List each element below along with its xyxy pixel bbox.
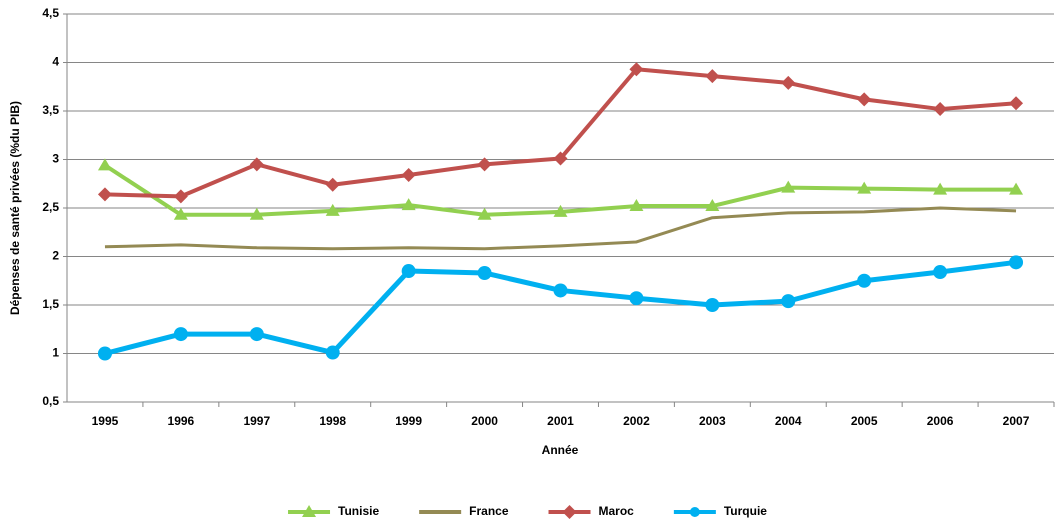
marker: [401, 198, 416, 211]
x-tick-label: 1996: [168, 414, 195, 428]
legend-label: Turquie: [724, 504, 767, 518]
x-tick-label: 2001: [547, 414, 574, 428]
marker: [857, 92, 872, 107]
marker: [1009, 182, 1024, 195]
x-tick-label: 1995: [92, 414, 119, 428]
x-axis-label: Année: [542, 443, 579, 457]
legend-marker: [562, 505, 577, 519]
marker: [933, 265, 948, 280]
x-tick-label: 2005: [851, 414, 878, 428]
x-tick-label: 2000: [471, 414, 498, 428]
marker: [781, 75, 796, 90]
marker: [97, 187, 112, 202]
marker: [933, 182, 948, 195]
marker: [325, 203, 340, 216]
marker: [857, 181, 872, 194]
marker: [325, 345, 340, 360]
marker: [401, 264, 416, 279]
marker: [173, 189, 188, 204]
y-tick-label: 3: [52, 152, 59, 166]
marker: [173, 207, 188, 220]
x-tick-label: 1998: [319, 414, 346, 428]
legend-marker: [302, 505, 317, 517]
legend-marker: [689, 507, 700, 517]
marker: [1009, 96, 1024, 111]
y-axis-label: Dépenses de santé privées (%du PIB): [8, 101, 22, 315]
marker: [553, 204, 568, 217]
x-tick-label: 2006: [927, 414, 954, 428]
x-tick-label: 1997: [243, 414, 270, 428]
series-line: [104, 206, 1017, 251]
marker: [705, 298, 720, 312]
marker: [173, 327, 188, 342]
marker: [857, 273, 872, 288]
marker: [401, 168, 416, 183]
y-tick-label: 0,5: [42, 394, 59, 408]
marker: [781, 180, 796, 193]
marker: [705, 69, 720, 84]
legend-label: Maroc: [599, 504, 635, 518]
x-tick-label: 2003: [699, 414, 726, 428]
marker: [249, 157, 264, 172]
marker: [477, 265, 492, 280]
y-tick-label: 4,5: [42, 6, 59, 20]
y-tick-label: 2: [52, 249, 59, 263]
marker: [477, 157, 492, 172]
marker: [705, 199, 720, 212]
y-tick-label: 4: [52, 55, 59, 69]
legend-label: Tunisie: [338, 504, 379, 518]
marker: [97, 346, 112, 361]
marker: [933, 102, 948, 117]
x-tick-label: 2002: [623, 414, 650, 428]
marker: [477, 207, 492, 220]
marker: [249, 207, 264, 220]
y-tick-label: 1,5: [42, 297, 59, 311]
x-tick-label: 2004: [775, 414, 802, 428]
x-tick-label: 1999: [395, 414, 422, 428]
series-line: [104, 259, 1017, 356]
marker: [629, 291, 644, 306]
legend-label: France: [469, 504, 509, 518]
marker: [629, 199, 644, 212]
y-tick-label: 2,5: [42, 200, 59, 214]
y-tick-label: 3,5: [42, 103, 59, 117]
marker: [553, 283, 568, 298]
marker: [325, 177, 340, 192]
marker: [97, 158, 112, 171]
series-line: [104, 67, 1017, 199]
marker: [629, 62, 644, 77]
marker: [553, 151, 568, 166]
marker: [1009, 255, 1024, 270]
marker: [781, 294, 796, 309]
x-tick-label: 2007: [1003, 414, 1030, 428]
y-tick-label: 1: [52, 346, 59, 360]
marker: [249, 327, 264, 342]
